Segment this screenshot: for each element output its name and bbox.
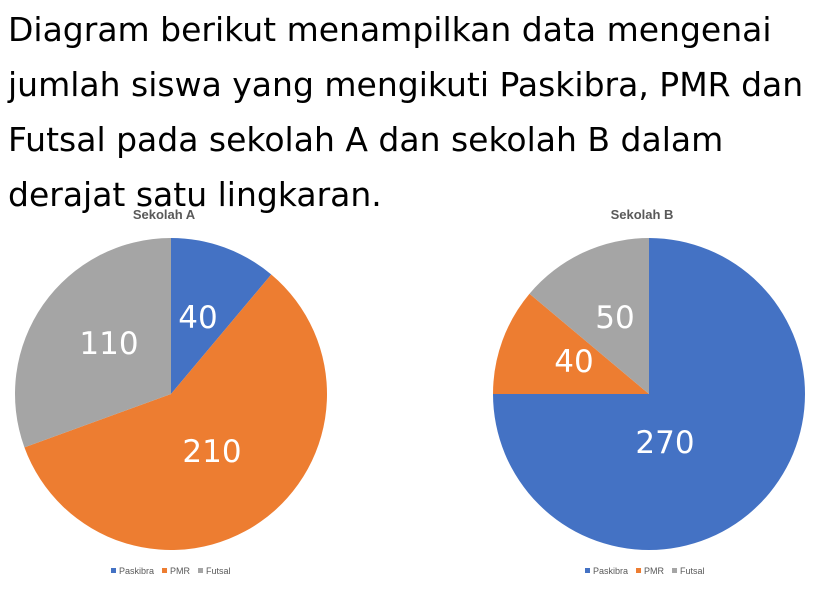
question-line: jumlah siswa yang mengikuti Paskibra, PM… [8, 65, 804, 104]
pie-slice-paskibra [171, 238, 272, 394]
legend-label-paskibra: Paskibra [119, 566, 154, 576]
legend-label-pmr: PMR [644, 566, 665, 576]
data-label-futsal: 110 [79, 326, 138, 362]
legend-swatch-futsal [198, 568, 204, 573]
legend: Paskibra PMR Futsal [585, 566, 705, 576]
pie-chart-sekolah-b: Sekolah B 270 40 50 Paskibra PMR Futsal [484, 200, 814, 594]
question-line: Futsal pada sekolah A dan sekolah B dala… [8, 120, 724, 159]
legend-label-futsal: Futsal [206, 566, 231, 576]
legend: Paskibra PMR Futsal [111, 566, 231, 576]
legend-swatch-pmr [636, 568, 642, 573]
pie-slice-pmr [493, 293, 649, 394]
question-line: Diagram berikut menampilkan data mengena… [8, 10, 772, 49]
chart-title: Sekolah A [133, 207, 196, 222]
legend-label-pmr: PMR [170, 566, 191, 576]
legend-label-paskibra: Paskibra [593, 566, 628, 576]
pie-slice-pmr [24, 274, 328, 551]
pie-slice-futsal [529, 238, 649, 394]
chart-title: Sekolah B [611, 207, 674, 222]
legend-swatch-pmr [162, 568, 168, 573]
pie-slice-futsal [15, 238, 171, 448]
legend-label-futsal: Futsal [680, 566, 705, 576]
data-label-futsal: 50 [595, 300, 634, 336]
legend-swatch-futsal [672, 568, 678, 573]
data-label-paskibra: 40 [178, 300, 217, 336]
pie-chart-svg: Sekolah A 40 210 110 Paskibra PMR Futsal [15, 207, 328, 576]
legend-swatch-paskibra [111, 568, 116, 573]
data-label-paskibra: 270 [635, 425, 694, 461]
question-line: derajat satu lingkaran. [8, 175, 382, 214]
question-text: Diagram berikut menampilkan data mengena… [8, 2, 820, 222]
legend-swatch-paskibra [585, 568, 590, 573]
data-label-pmr: 210 [182, 434, 241, 470]
data-label-pmr: 40 [554, 344, 593, 380]
pie-chart-sekolah-a: Sekolah A 40 210 110 Paskibra PMR Futsal [6, 200, 336, 594]
